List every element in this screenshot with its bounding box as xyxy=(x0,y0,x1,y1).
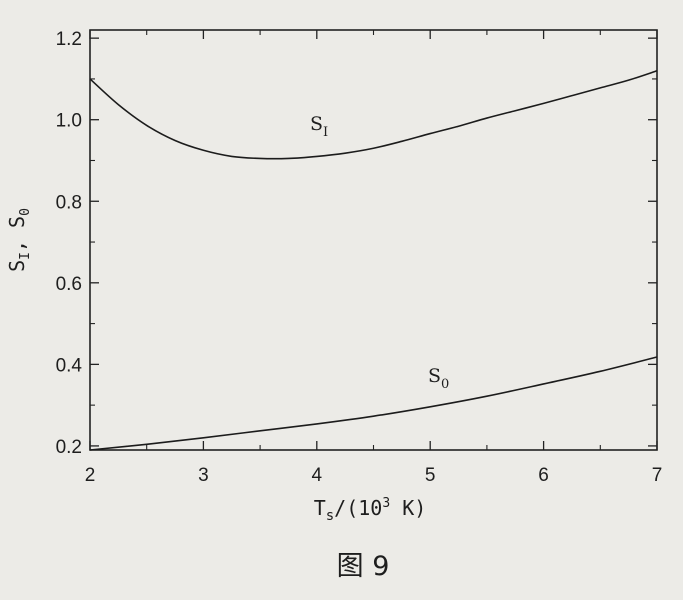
y-tick-label: 0.4 xyxy=(56,355,83,376)
y-tick-label: 1.0 xyxy=(56,111,82,132)
y-axis-ticks: 0.2 0.4 0.6 0.8 1.0 1.2 xyxy=(56,29,657,458)
y-tick-label: 0.2 xyxy=(56,437,82,458)
plot-frame xyxy=(89,29,658,451)
x-axis-ticks: 2 3 4 5 6 7 xyxy=(85,30,663,486)
x-tick-label: 5 xyxy=(425,465,436,486)
series-layer xyxy=(89,70,658,451)
series-line-si xyxy=(89,70,658,160)
y-axis-label: SI, S0 xyxy=(5,208,33,272)
x-tick-label: 3 xyxy=(198,465,209,486)
series-label-s0: S0 xyxy=(428,365,449,392)
series-line-s0 xyxy=(89,356,658,451)
y-tick-label: 0.8 xyxy=(56,192,82,213)
x-tick-label: 2 xyxy=(85,465,96,486)
x-axis-label: Ts/(103 K) xyxy=(314,496,427,524)
series-label-si: SI xyxy=(310,113,328,140)
y-tick-label: 0.6 xyxy=(56,274,82,295)
y-tick-label: 1.2 xyxy=(56,29,82,50)
x-tick-label: 4 xyxy=(312,465,323,486)
x-tick-label: 6 xyxy=(538,465,549,486)
figure-caption: 图 9 xyxy=(337,551,390,582)
x-tick-label: 7 xyxy=(652,465,663,486)
